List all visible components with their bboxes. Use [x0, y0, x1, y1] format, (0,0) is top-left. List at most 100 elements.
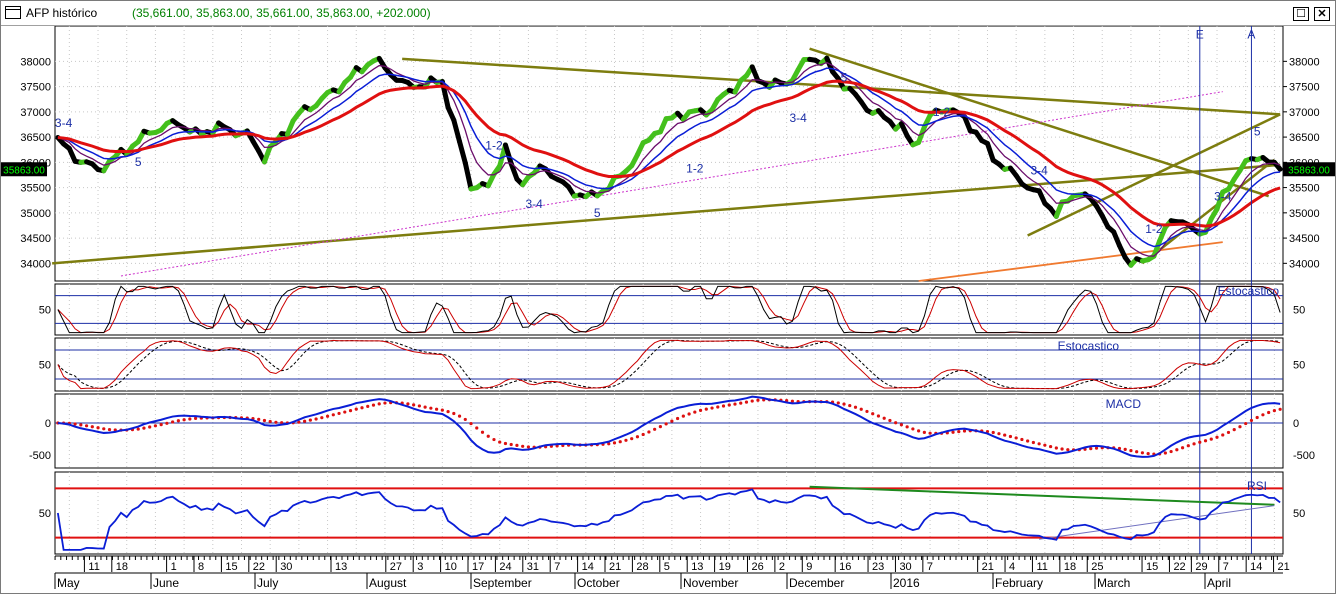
rsi-line	[56, 488, 1281, 551]
time-day-label: 21	[982, 561, 994, 573]
macd-signal-dot	[658, 425, 662, 429]
macd-signal-dot	[917, 429, 921, 433]
macd-signal-dot	[440, 408, 444, 412]
macd-signal-dot	[727, 403, 731, 407]
macd-signal-dot	[653, 427, 657, 431]
macd-signal-dot	[1278, 407, 1282, 411]
macd-signal-dot	[102, 427, 106, 431]
macd-signal-dot	[1146, 451, 1150, 456]
macd-signal-dot	[1169, 449, 1173, 454]
time-day-label: 5	[664, 561, 670, 573]
macd-signal-dot	[377, 402, 381, 406]
time-day-label: 8	[198, 561, 204, 573]
macd-signal-dot	[521, 444, 525, 448]
title-bar[interactable]: AFP histórico (35,661.00, 35,863.00, 35,…	[1, 1, 1335, 26]
indicator-axis-left-label: 0	[45, 418, 51, 430]
macd-signal-dot	[859, 407, 863, 411]
macd-signal-dot	[503, 441, 508, 446]
macd-signal-dot	[314, 417, 318, 421]
macd-signal-dot	[337, 411, 341, 416]
macd-signal-dot	[1089, 447, 1093, 451]
macd-signal-dot	[297, 420, 301, 424]
wave-label: 3-4	[1030, 163, 1048, 177]
macd-signal-dot	[1060, 447, 1064, 451]
ema-slow-line	[57, 79, 1281, 228]
stoch-slow-k-line	[57, 339, 1281, 390]
price-axis-left-label: 35000	[20, 208, 51, 220]
ema-fast-line	[57, 61, 1281, 257]
wave-label: 5	[135, 155, 142, 169]
time-month-label: May	[57, 576, 80, 590]
macd-signal-dot	[704, 407, 708, 411]
time-month-label: November	[683, 576, 738, 590]
macd-signal-dot	[1221, 433, 1225, 437]
macd-signal-dot	[262, 418, 267, 423]
time-day-label: 30	[280, 561, 292, 573]
macd-signal-dot	[1249, 418, 1254, 423]
support-line	[918, 241, 1223, 282]
macd-signal-dot	[136, 427, 140, 431]
stoch-slow-title: Estocastico	[1058, 339, 1120, 353]
time-day-label: 11	[1036, 561, 1047, 573]
macd-signal-dot	[498, 440, 502, 444]
macd-signal-dot	[951, 430, 955, 434]
price-badge-label: 35863.00	[1288, 165, 1330, 176]
time-day-label: 14	[582, 561, 594, 573]
price-axis-left-label: 34500	[20, 233, 51, 245]
macd-signal-dot	[647, 430, 651, 434]
maximize-icon[interactable]: ☐	[1293, 7, 1309, 21]
time-day-label: 4	[1009, 561, 1015, 573]
trend-line-falling	[809, 47, 1270, 198]
macd-signal-dot	[475, 426, 479, 430]
macd-signal-dot	[1192, 442, 1196, 446]
macd-signal-dot	[635, 435, 640, 439]
time-day-label: 15	[1146, 561, 1158, 573]
price-axis-left-label: 37500	[20, 82, 51, 94]
panel-frame-rsi	[54, 471, 1284, 555]
time-day-label: 22	[1173, 561, 1185, 573]
time-day-label: 26	[751, 561, 763, 573]
macd-signal-dot	[1135, 450, 1139, 454]
time-day-label: 23	[872, 561, 884, 573]
macd-signal-dot	[670, 419, 674, 423]
macd-signal-dot	[1226, 430, 1231, 435]
macd-signal-dot	[836, 401, 840, 405]
macd-title: MACD	[1106, 397, 1142, 411]
macd-signal-dot	[716, 405, 720, 409]
price-up-segment	[1151, 238, 1163, 259]
wave-label: 5	[1254, 125, 1261, 139]
time-day-label: 21	[609, 561, 621, 573]
time-day-label: 7	[554, 561, 560, 573]
macd-signal-dot	[1020, 437, 1024, 442]
macd-signal-dot	[1003, 433, 1007, 437]
macd-signal-dot	[383, 401, 387, 405]
close-icon[interactable]: ✕	[1314, 7, 1330, 21]
price-down-segment	[984, 140, 996, 163]
macd-signal-dot	[457, 414, 462, 418]
macd-signal-dot	[1026, 439, 1030, 443]
wave-label: 3-4	[55, 116, 73, 130]
macd-signal-dot	[1267, 410, 1271, 415]
time-month-label: June	[153, 576, 179, 590]
window-menu-icon[interactable]	[5, 6, 21, 19]
macd-signal-dot	[308, 418, 312, 422]
time-day-label: 24	[499, 561, 511, 573]
trend-line-channel-top	[1027, 113, 1281, 237]
time-day-label: 28	[636, 561, 648, 573]
macd-signal-dot	[84, 424, 89, 428]
macd-signal-dot	[412, 403, 416, 407]
time-month-label: July	[257, 576, 278, 590]
price-axis-left-label: 35500	[20, 183, 51, 195]
stoch-fast-k-line	[57, 285, 1281, 334]
macd-signal-dot	[664, 422, 668, 426]
macd-signal-dot	[693, 410, 697, 414]
panel-frame-stoch2	[54, 337, 1284, 392]
time-day-label: 7	[1223, 561, 1229, 573]
macd-signal-dot	[928, 431, 932, 435]
macd-signal-dot	[406, 402, 410, 406]
macd-signal-dot	[148, 425, 152, 429]
macd-signal-dot	[865, 409, 869, 414]
macd-signal-dot	[1255, 415, 1259, 420]
macd-signal-dot	[1037, 442, 1041, 446]
macd-signal-dot	[1215, 435, 1219, 439]
